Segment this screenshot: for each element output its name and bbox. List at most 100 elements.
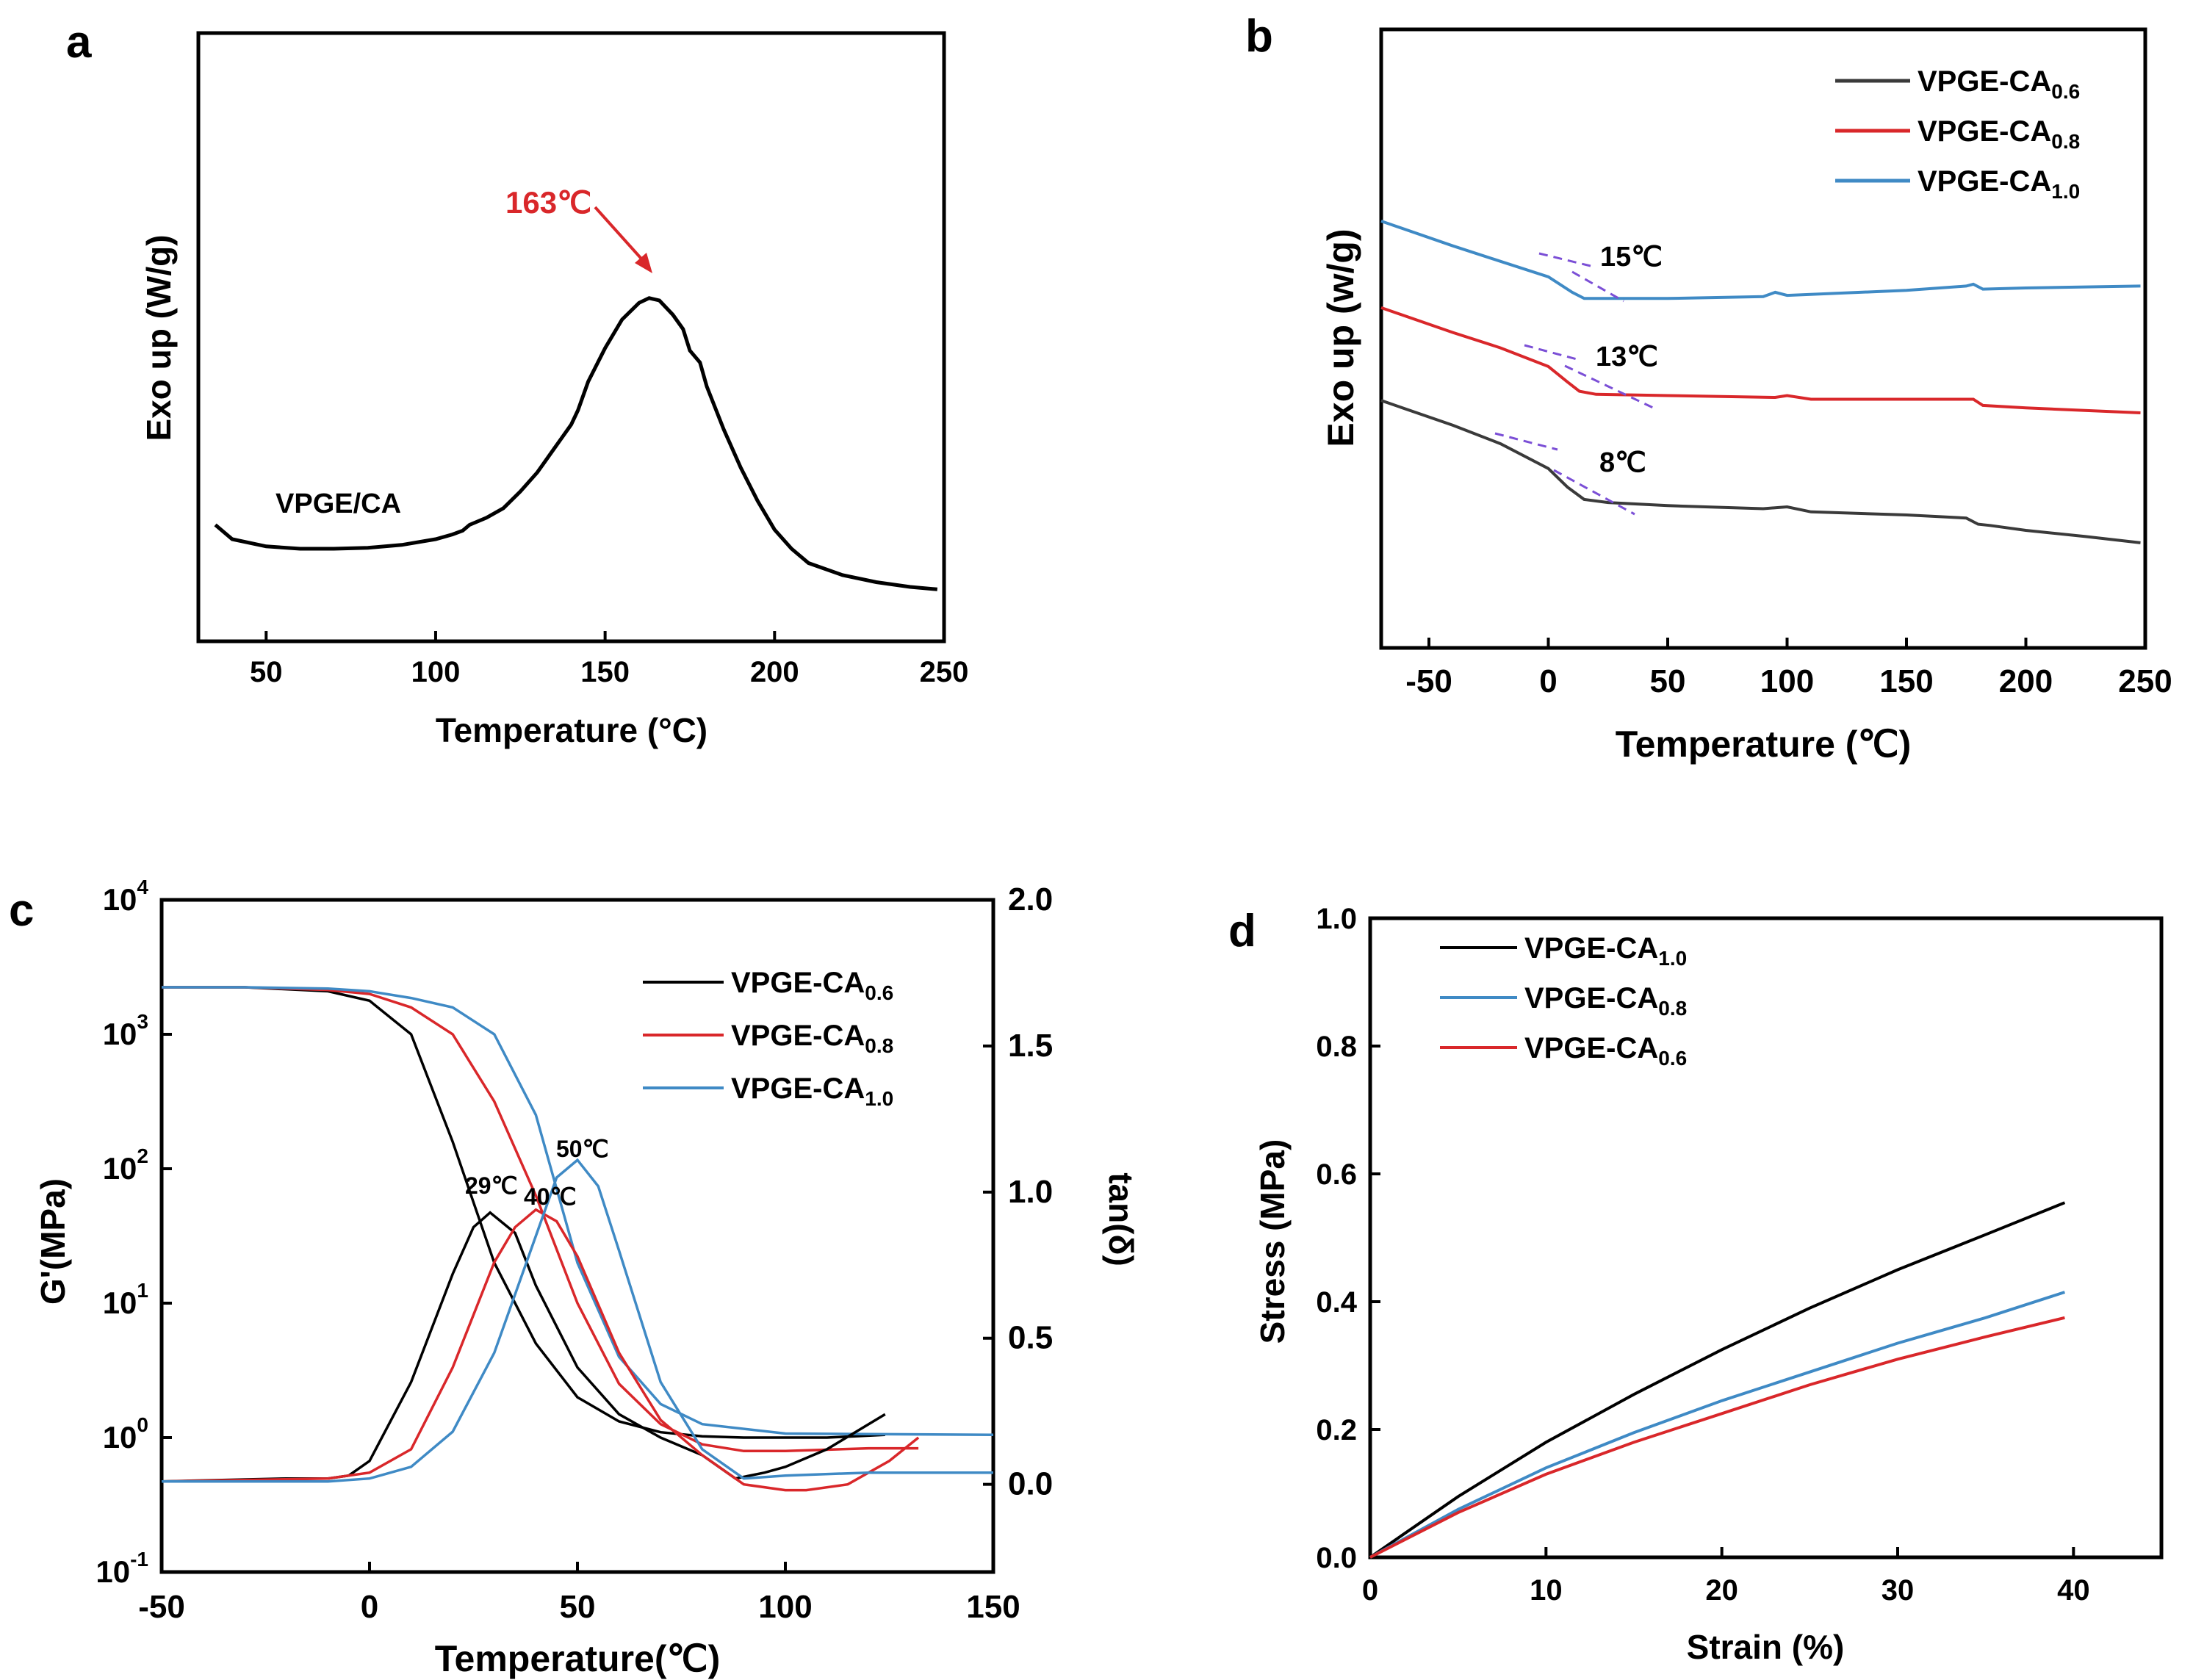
panel-b-frame	[1379, 27, 2147, 650]
modulus-line	[162, 986, 919, 1453]
x-tick-label: 150	[966, 1589, 1020, 1625]
panel-a-letter: a	[66, 17, 92, 68]
y-right-tick-label: 1.5	[1008, 1028, 1053, 1064]
panel-c-legend: VPGE-CA0.6 VPGE-CA0.8 VPGE-CA1.0	[643, 967, 893, 1110]
y-right-tick-label: 0.5	[1008, 1320, 1053, 1356]
x-tick-label: 40	[2057, 1574, 2090, 1607]
panel-c: c -50 0 50 100 150 10-1 100 101 102 103 104 0.0 0.5 1…	[9, 876, 1140, 1679]
panel-c-annotation-1: 29℃	[465, 1172, 518, 1199]
panel-b-xlabel: Temperature (℃)	[1616, 724, 1912, 765]
y-tick-label: 10-1	[96, 1548, 148, 1589]
panel-a-peak-arrow	[594, 206, 648, 266]
series-line	[1369, 1201, 2066, 1559]
tan-delta-line	[161, 1211, 886, 1483]
x-tick-label: 50	[250, 656, 283, 688]
x-tick-label: 0	[1362, 1574, 1378, 1607]
legend-entry: VPGE-CA1.0	[1524, 932, 1687, 970]
legend-entry: VPGE-CA0.8	[1524, 982, 1687, 1020]
x-tick-label: 50	[1650, 663, 1686, 699]
panel-b-tangent-marks	[1494, 252, 1654, 516]
x-tick-label: 250	[2118, 663, 2172, 699]
legend-entry: VPGE-CA1.0	[731, 1072, 893, 1110]
x-tick-label: 0	[1539, 663, 1557, 699]
tan-delta-line	[161, 1208, 920, 1492]
x-tick-label: 250	[920, 656, 969, 688]
panel-d-letter: d	[1228, 906, 1256, 956]
panel-b-letter: b	[1245, 11, 1273, 62]
panel-b-annotation-1: 15℃	[1600, 242, 1663, 273]
panel-d-frame	[1368, 916, 2164, 1560]
panel-b-ylabel: Exo up (w/g)	[1320, 228, 1361, 447]
panel-a-xlabel: Temperature (°C)	[436, 711, 707, 749]
panel-a-series-line	[214, 296, 938, 591]
panel-a-peak-annotation: 163℃	[505, 185, 591, 220]
panel-c-ylabel-right: tan(δ)	[1102, 1172, 1140, 1266]
panel-b-series-lines	[1380, 220, 2141, 544]
panel-b-legend: VPGE-CA0.6 VPGE-CA0.8 VPGE-CA1.0	[1835, 65, 2080, 203]
y-tick-label: 102	[103, 1144, 148, 1186]
panel-b-annotation-2: 13℃	[1596, 342, 1658, 372]
x-tick-label: 50	[560, 1589, 596, 1625]
series-line	[1369, 1316, 2065, 1559]
panel-c-annotation-2: 40℃	[524, 1183, 577, 1210]
panel-a-peak-arrowhead	[635, 253, 652, 273]
y-tick-label: 101	[103, 1279, 148, 1320]
modulus-line	[162, 986, 994, 1437]
series-line	[1380, 220, 2141, 300]
panel-d-xlabel: Strain (%)	[1687, 1628, 1845, 1666]
panel-d-ylabel: Stress (MPa)	[1253, 1139, 1292, 1344]
panel-c-annotation-3: 50℃	[556, 1136, 609, 1162]
panel-a-ylabel: Exo up (W/g)	[140, 234, 178, 441]
x-tick-label: 0	[361, 1589, 378, 1625]
y-tick-label: 104	[103, 876, 149, 917]
y-right-tick-label: 1.0	[1008, 1174, 1053, 1210]
y-tick-label: 103	[103, 1010, 148, 1051]
series-line	[1380, 399, 2141, 544]
series-line	[1380, 306, 2141, 414]
legend-entry: VPGE-CA1.0	[1917, 165, 2080, 203]
x-tick-label: -50	[1405, 663, 1452, 699]
panel-d-legend: VPGE-CA1.0 VPGE-CA0.8 VPGE-CA0.6	[1440, 932, 1687, 1070]
x-tick-label: 10	[1530, 1574, 1563, 1607]
x-tick-label: 150	[1879, 663, 1933, 699]
panel-c-ticks: -50 0 50 100 150 10-1 100 101 102 103 104 0.0 0.5 1.0…	[96, 876, 1053, 1625]
panel-c-letter: c	[9, 885, 34, 936]
panel-c-ylabel-left: G'(MPa)	[34, 1178, 72, 1305]
panel-b-annotation-3: 8℃	[1599, 447, 1646, 478]
legend-entry: VPGE-CA0.6	[1524, 1032, 1687, 1070]
y-tick-label: 0.4	[1316, 1286, 1357, 1319]
modulus-line	[162, 986, 885, 1439]
x-tick-label: 100	[411, 656, 461, 688]
x-tick-label: -50	[138, 1589, 185, 1625]
panel-d-ticks: 0 10 20 30 40 0.0 0.2 0.4 0.6 0.8 1.0	[1316, 903, 2089, 1607]
y-tick-label: 100	[103, 1413, 148, 1454]
legend-entry: VPGE-CA0.8	[731, 1020, 893, 1057]
y-tick-label: 0.6	[1316, 1158, 1357, 1191]
x-tick-label: 20	[1705, 1574, 1738, 1607]
tan-delta-line	[162, 1158, 993, 1483]
panel-a-x-ticks: 50 100 150 200 250	[250, 631, 968, 688]
panel-c-series-lines	[161, 986, 994, 1492]
panel-b: b -50 0 50 100 150 200 250 15℃ 13℃ 8℃ VPGE-CA0…	[1245, 11, 2172, 765]
legend-entry: VPGE-CA0.8	[1917, 115, 2080, 153]
panel-a: a 50 100 150 200 250 VPGE/CA 163℃ Temperatur…	[66, 17, 968, 749]
y-tick-label: 0.8	[1316, 1031, 1357, 1063]
y-tick-label: 0.2	[1316, 1414, 1357, 1446]
legend-entry: VPGE-CA0.6	[1917, 65, 2080, 103]
y-tick-label: 1.0	[1316, 903, 1357, 935]
x-tick-label: 100	[758, 1589, 812, 1625]
panel-d-series-lines	[1369, 1201, 2066, 1559]
x-tick-label: 100	[1760, 663, 1814, 699]
x-tick-label: 200	[750, 656, 799, 688]
y-right-tick-label: 0.0	[1008, 1466, 1053, 1502]
legend-entry: VPGE-CA0.6	[731, 967, 893, 1004]
panel-a-series-label: VPGE/CA	[276, 489, 401, 519]
y-tick-label: 0.0	[1316, 1542, 1357, 1574]
panel-d: d 0 10 20 30 40 0.0 0.2 0.4 0.6 0.8 1.0 VPGE-CA1.0…	[1228, 903, 2164, 1666]
y-right-tick-label: 2.0	[1008, 882, 1053, 917]
x-tick-label: 30	[1881, 1574, 1915, 1607]
x-tick-label: 200	[1999, 663, 2053, 699]
series-line	[1369, 1291, 2066, 1559]
x-tick-label: 150	[580, 656, 630, 688]
